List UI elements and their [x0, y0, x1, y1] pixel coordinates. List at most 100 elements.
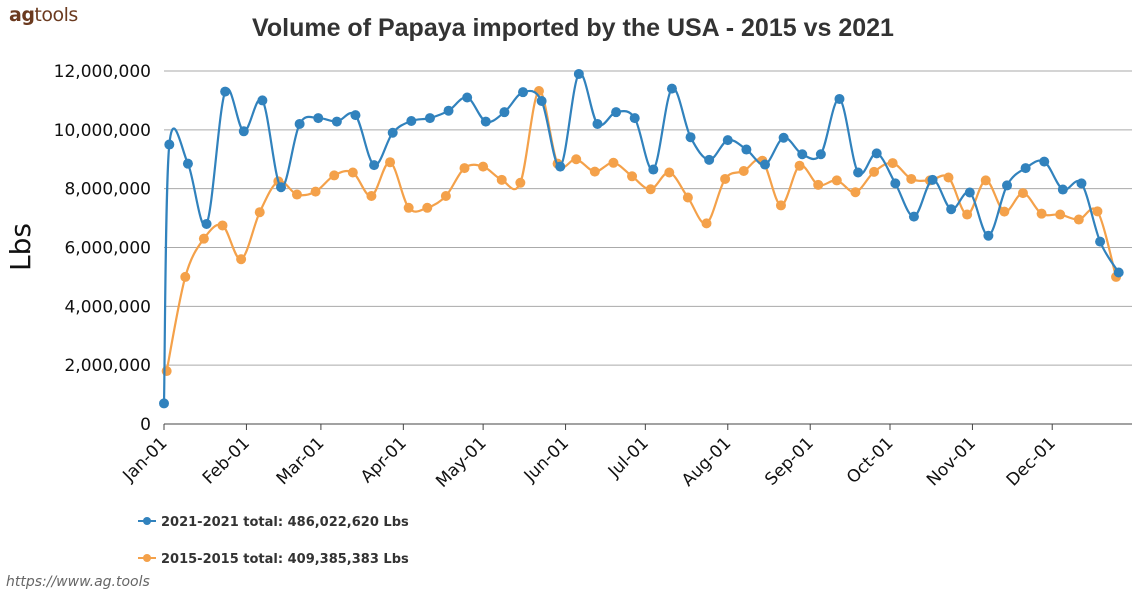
data-point [685, 132, 696, 143]
data-point [276, 182, 287, 193]
data-point [161, 366, 172, 377]
y-tick-label: 12,000,000 [54, 62, 151, 82]
data-point [1039, 156, 1050, 167]
data-point [536, 96, 547, 107]
data-point [1057, 184, 1068, 195]
data-point [350, 110, 361, 121]
data-point [555, 161, 566, 172]
data-point [720, 173, 731, 184]
data-point [813, 179, 824, 190]
data-point [999, 206, 1010, 217]
x-tick-label: Nov-01 [923, 433, 980, 490]
data-point [533, 86, 544, 97]
data-point [347, 167, 358, 178]
x-tick-label: Oct-01 [843, 433, 898, 488]
y-tick-label: 8,000,000 [64, 180, 151, 200]
grid-lines [164, 70, 1132, 425]
data-point [164, 139, 175, 150]
x-tick-label: Apr-01 [357, 433, 411, 487]
data-point [834, 93, 845, 104]
data-point [704, 154, 715, 165]
legend-label: 2015-2015 total: 409,385,383 Lbs [161, 552, 409, 567]
x-tick-label: Jan-01 [119, 433, 172, 486]
data-point [1002, 180, 1013, 191]
data-point [573, 68, 584, 79]
series-layer [159, 68, 1124, 409]
data-point [459, 163, 470, 174]
series-0 [159, 68, 1124, 409]
data-point [238, 126, 249, 137]
data-point [236, 254, 247, 265]
data-point [198, 233, 209, 244]
y-tick-label: 6,000,000 [64, 239, 151, 259]
legend-item: 2021-2021 total: 486,022,620 Lbs [138, 515, 409, 530]
data-point [313, 113, 324, 124]
data-point [682, 192, 693, 203]
data-point [980, 175, 991, 186]
x-tick-label: Aug-01 [678, 433, 735, 490]
x-tick-label: Sep-01 [761, 433, 817, 489]
data-point [645, 184, 656, 195]
data-point [462, 92, 473, 103]
data-point [627, 171, 638, 182]
data-point [983, 230, 994, 241]
data-point [1095, 236, 1106, 247]
data-point [775, 200, 786, 211]
data-point [331, 116, 342, 127]
data-point [217, 220, 228, 231]
series-line [165, 89, 1118, 372]
data-point [496, 174, 507, 185]
legend-label: 2021-2021 total: 486,022,620 Lbs [161, 515, 409, 530]
data-point [480, 116, 491, 127]
data-point [906, 173, 917, 184]
x-tick-label: Mar-01 [273, 433, 329, 489]
data-point [869, 166, 880, 177]
y-tick-label: 4,000,000 [64, 297, 151, 317]
data-point [666, 83, 677, 94]
data-point [589, 166, 600, 177]
brand-logo: agtools [9, 4, 78, 26]
series-line [162, 72, 1120, 404]
data-point [592, 118, 603, 129]
data-point [853, 167, 864, 178]
x-tick-label: Jun-01 [520, 433, 573, 486]
y-tick-label: 0 [140, 415, 151, 435]
data-point [1076, 178, 1087, 189]
x-tick-label: May-01 [432, 433, 490, 491]
data-point [424, 113, 435, 124]
data-point [701, 218, 712, 229]
data-point [515, 177, 526, 188]
data-point [831, 175, 842, 186]
x-axis-ticks: Jan-01 Feb-01 Mar-01 Apr-01 May-01 Jun-01 Jul-… [119, 424, 1060, 492]
data-point [927, 174, 938, 185]
data-point [741, 144, 752, 155]
data-point [1055, 209, 1066, 220]
data-point [962, 209, 973, 220]
data-point [664, 167, 675, 178]
data-point [908, 211, 919, 222]
data-point [422, 202, 433, 213]
data-point [1073, 214, 1084, 225]
data-point [850, 187, 861, 198]
data-point [518, 87, 529, 98]
x-tick-label: Feb-01 [199, 433, 254, 488]
data-point [629, 113, 640, 124]
data-point [964, 187, 975, 198]
legend-swatch-dot [143, 554, 151, 562]
data-point [648, 164, 659, 175]
data-point [794, 160, 805, 171]
data-point [1113, 267, 1124, 278]
data-point [815, 149, 826, 160]
chart-title: Volume of Papaya imported by the USA - 2… [252, 14, 894, 42]
data-point [478, 161, 489, 172]
data-point [329, 170, 340, 181]
y-axis-ticks: 0 2,000,000 4,000,000 6,000,000 8,000,000 10,… [54, 62, 151, 435]
data-point [608, 157, 619, 168]
data-point [722, 135, 733, 146]
data-point [760, 159, 771, 170]
y-tick-label: 2,000,000 [64, 356, 151, 376]
data-point [946, 204, 957, 215]
data-point [887, 158, 898, 169]
data-point [257, 95, 268, 106]
